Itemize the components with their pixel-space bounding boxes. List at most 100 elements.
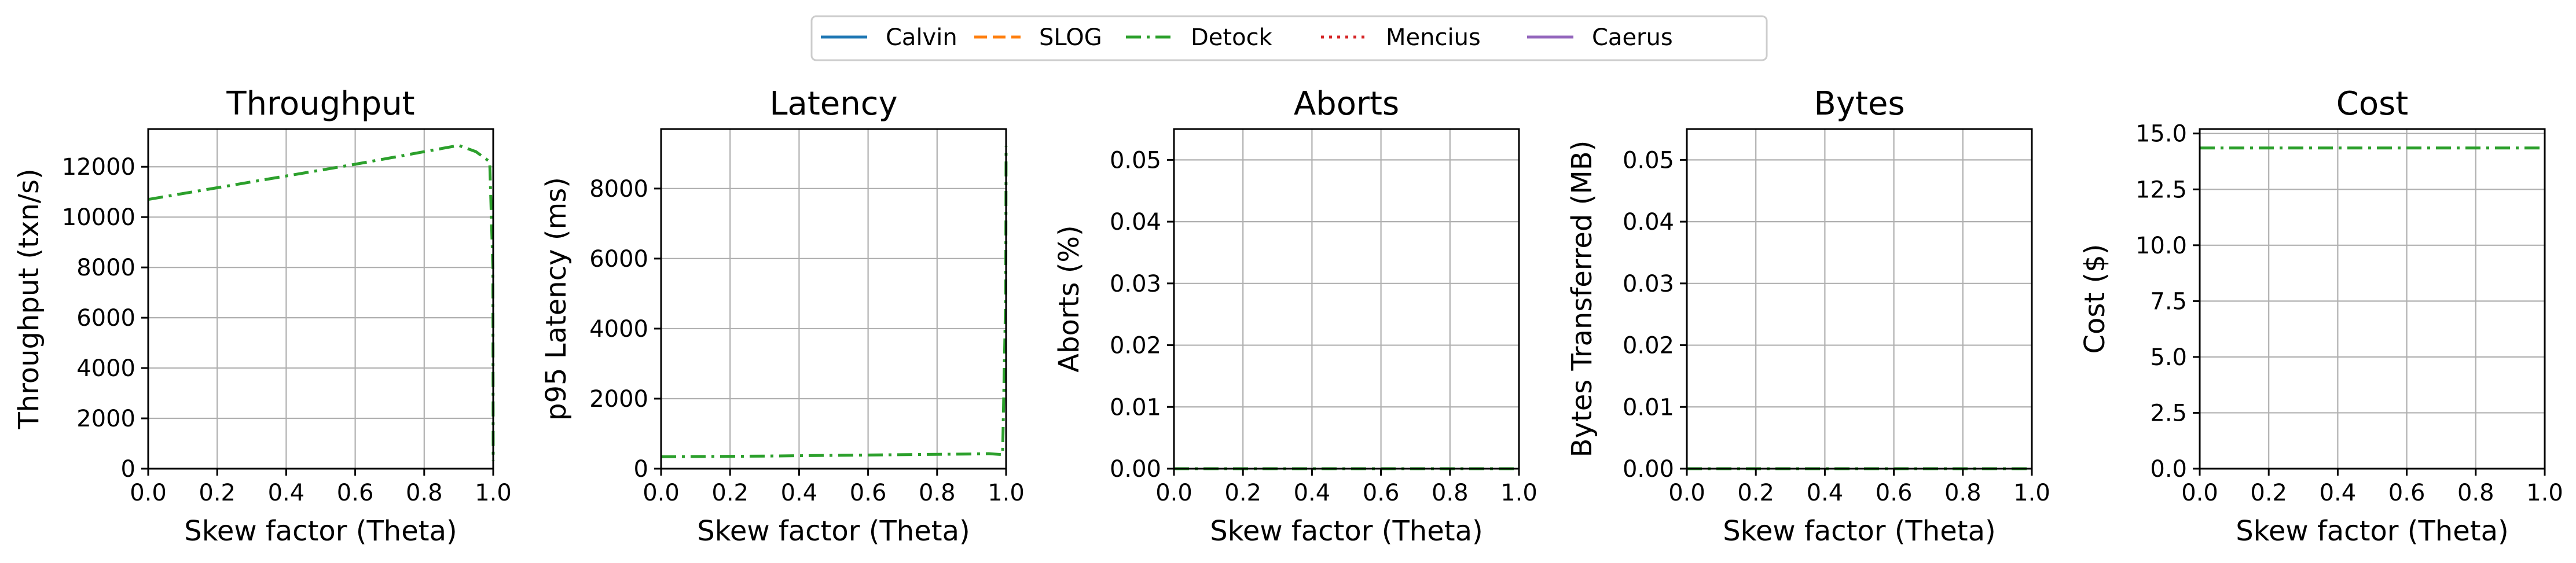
legend-label: Mencius bbox=[1386, 24, 1481, 51]
plot-area bbox=[661, 129, 1006, 469]
legend-label: Calvin bbox=[886, 24, 957, 51]
x-tick-label: 0.6 bbox=[1876, 480, 1913, 506]
x-axis-label: Skew factor (Theta) bbox=[1210, 515, 1483, 547]
x-axis-label: Skew factor (Theta) bbox=[184, 515, 457, 547]
x-tick-label: 0.4 bbox=[1807, 480, 1844, 506]
x-tick-label: 0.4 bbox=[268, 480, 305, 506]
y-tick-label: 7.5 bbox=[2150, 288, 2187, 315]
y-tick-label: 0 bbox=[121, 456, 135, 483]
y-tick-label: 4000 bbox=[76, 355, 135, 382]
plot-area bbox=[2200, 129, 2545, 469]
x-tick-label: 0.6 bbox=[850, 480, 887, 506]
legend-label: SLOG bbox=[1039, 24, 1102, 51]
panel-cost: 0.0 0.2 0.4 0.6 0.8 1.0 0.0 2.5 5.0 7.5 10.0 12.5 15… bbox=[2079, 85, 2563, 547]
x-tick-label: 0.6 bbox=[337, 480, 374, 506]
x-tick-label: 0.0 bbox=[2181, 480, 2218, 506]
legend-label: Caerus bbox=[1592, 24, 1673, 51]
x-tick-label: 0.0 bbox=[1668, 480, 1705, 506]
legend-entry-mencius: Mencius bbox=[1321, 24, 1481, 51]
y-tick-label: 6000 bbox=[589, 246, 648, 273]
y-tick-label: 15.0 bbox=[2135, 121, 2187, 148]
series-line-detock bbox=[148, 143, 495, 462]
x-tick-label: 1.0 bbox=[475, 480, 512, 506]
y-tick-label: 5.0 bbox=[2150, 344, 2187, 371]
axes-frame bbox=[147, 128, 494, 470]
y-tick-label: 0.0 bbox=[2150, 456, 2187, 483]
panel-bytes: 0.0 0.2 0.4 0.6 0.8 1.0 0.00 0.01 0.02 0.03 0.04 0.… bbox=[1566, 85, 2050, 547]
panel-aborts: 0.0 0.2 0.4 0.6 0.8 1.0 0.00 0.01 0.02 0.03 0.04 0.… bbox=[1053, 85, 1537, 547]
y-tick-label: 0.02 bbox=[1110, 333, 1161, 359]
x-tick-label: 0.8 bbox=[406, 480, 443, 506]
y-tick-label: 8000 bbox=[76, 255, 135, 281]
axes-frame bbox=[1173, 128, 1520, 470]
y-tick-label: 0 bbox=[634, 456, 648, 483]
plot-area bbox=[148, 129, 493, 469]
x-tick-label: 1.0 bbox=[2013, 480, 2050, 506]
y-tick-label: 0.03 bbox=[1110, 271, 1161, 297]
x-tick-label: 0.8 bbox=[919, 480, 956, 506]
x-tick-label: 0.2 bbox=[1224, 480, 1261, 506]
x-tick-label: 0.2 bbox=[1737, 480, 1774, 506]
legend-entry-calvin: Calvin bbox=[821, 24, 957, 51]
y-tick-label: 0.03 bbox=[1623, 271, 1674, 297]
chart-panels: 0.0 0.2 0.4 0.6 0.8 1.0 0 2000 4000 6000 8000 10000… bbox=[13, 85, 2563, 547]
panel-title: Latency bbox=[769, 85, 897, 123]
y-tick-label: 2.5 bbox=[2150, 400, 2187, 426]
y-tick-label: 0.02 bbox=[1623, 333, 1674, 359]
legend-frame bbox=[810, 15, 1768, 61]
x-tick-label: 1.0 bbox=[2526, 480, 2563, 506]
x-tick-label: 0.2 bbox=[2250, 480, 2287, 506]
x-tick-label: 0.6 bbox=[2388, 480, 2425, 506]
plot-area bbox=[1174, 129, 1519, 469]
x-tick-label: 0.8 bbox=[1944, 480, 1981, 506]
x-axis-label: Skew factor (Theta) bbox=[2236, 515, 2508, 547]
axes-frame bbox=[1686, 128, 2033, 470]
y-tick-label: 0.04 bbox=[1623, 209, 1674, 235]
y-tick-label: 4000 bbox=[589, 316, 648, 343]
panel-title: Throughput bbox=[226, 85, 414, 123]
axes-frame bbox=[660, 128, 1007, 470]
x-tick-label: 1.0 bbox=[1500, 480, 1537, 506]
y-tick-label: 10000 bbox=[62, 204, 135, 231]
x-tick-label: 0.8 bbox=[2457, 480, 2494, 506]
y-tick-label: 0.05 bbox=[1110, 147, 1161, 174]
y-tick-label: 12000 bbox=[62, 154, 135, 181]
x-tick-label: 0.0 bbox=[643, 480, 680, 506]
y-tick-label: 0.00 bbox=[1110, 456, 1161, 483]
y-tick-label: 10.0 bbox=[2135, 233, 2187, 259]
axes-frame bbox=[2199, 128, 2546, 470]
x-tick-label: 0.4 bbox=[1294, 480, 1331, 506]
panel-throughput: 0.0 0.2 0.4 0.6 0.8 1.0 0 2000 4000 6000 8000 10000… bbox=[13, 85, 512, 547]
y-axis-label: Bytes Transferred (MB) bbox=[1566, 141, 1598, 458]
legend-entry-detock: Detock bbox=[1126, 24, 1273, 51]
y-axis-label: Aborts (%) bbox=[1053, 225, 1085, 373]
x-tick-label: 0.0 bbox=[130, 480, 167, 506]
y-tick-label: 0.01 bbox=[1110, 394, 1161, 421]
legend: Calvin SLOG Detock Mencius Caerus bbox=[810, 15, 1768, 61]
x-tick-label: 0.4 bbox=[781, 480, 818, 506]
panel-title: Bytes bbox=[1814, 85, 1905, 123]
y-axis-label: p95 Latency (ms) bbox=[540, 177, 573, 421]
panel-title: Aborts bbox=[1294, 85, 1399, 123]
y-tick-label: 6000 bbox=[76, 305, 135, 332]
y-tick-label: 8000 bbox=[589, 176, 648, 203]
x-axis-label: Skew factor (Theta) bbox=[697, 515, 970, 547]
y-axis-label: Throughput (txn/s) bbox=[13, 168, 45, 429]
y-tick-label: 2000 bbox=[76, 406, 135, 432]
y-axis-label: Cost ($) bbox=[2079, 244, 2111, 354]
x-tick-label: 0.0 bbox=[1155, 480, 1192, 506]
panel-title: Cost bbox=[2336, 85, 2409, 123]
x-tick-label: 1.0 bbox=[988, 480, 1025, 506]
y-tick-label: 2000 bbox=[589, 386, 648, 413]
x-axis-label: Skew factor (Theta) bbox=[1723, 515, 1995, 547]
y-tick-label: 0.01 bbox=[1623, 394, 1674, 421]
x-tick-label: 0.6 bbox=[1363, 480, 1400, 506]
plot-area bbox=[1687, 129, 2032, 469]
x-tick-label: 0.8 bbox=[1432, 480, 1469, 506]
panel-latency: 0.0 0.2 0.4 0.6 0.8 1.0 0 2000 4000 6000 8000 Laten… bbox=[540, 85, 1025, 547]
x-tick-label: 0.2 bbox=[199, 480, 236, 506]
y-tick-label: 0.04 bbox=[1110, 209, 1161, 235]
x-tick-label: 0.4 bbox=[2320, 480, 2357, 506]
legend-entry-caerus: Caerus bbox=[1527, 24, 1673, 51]
